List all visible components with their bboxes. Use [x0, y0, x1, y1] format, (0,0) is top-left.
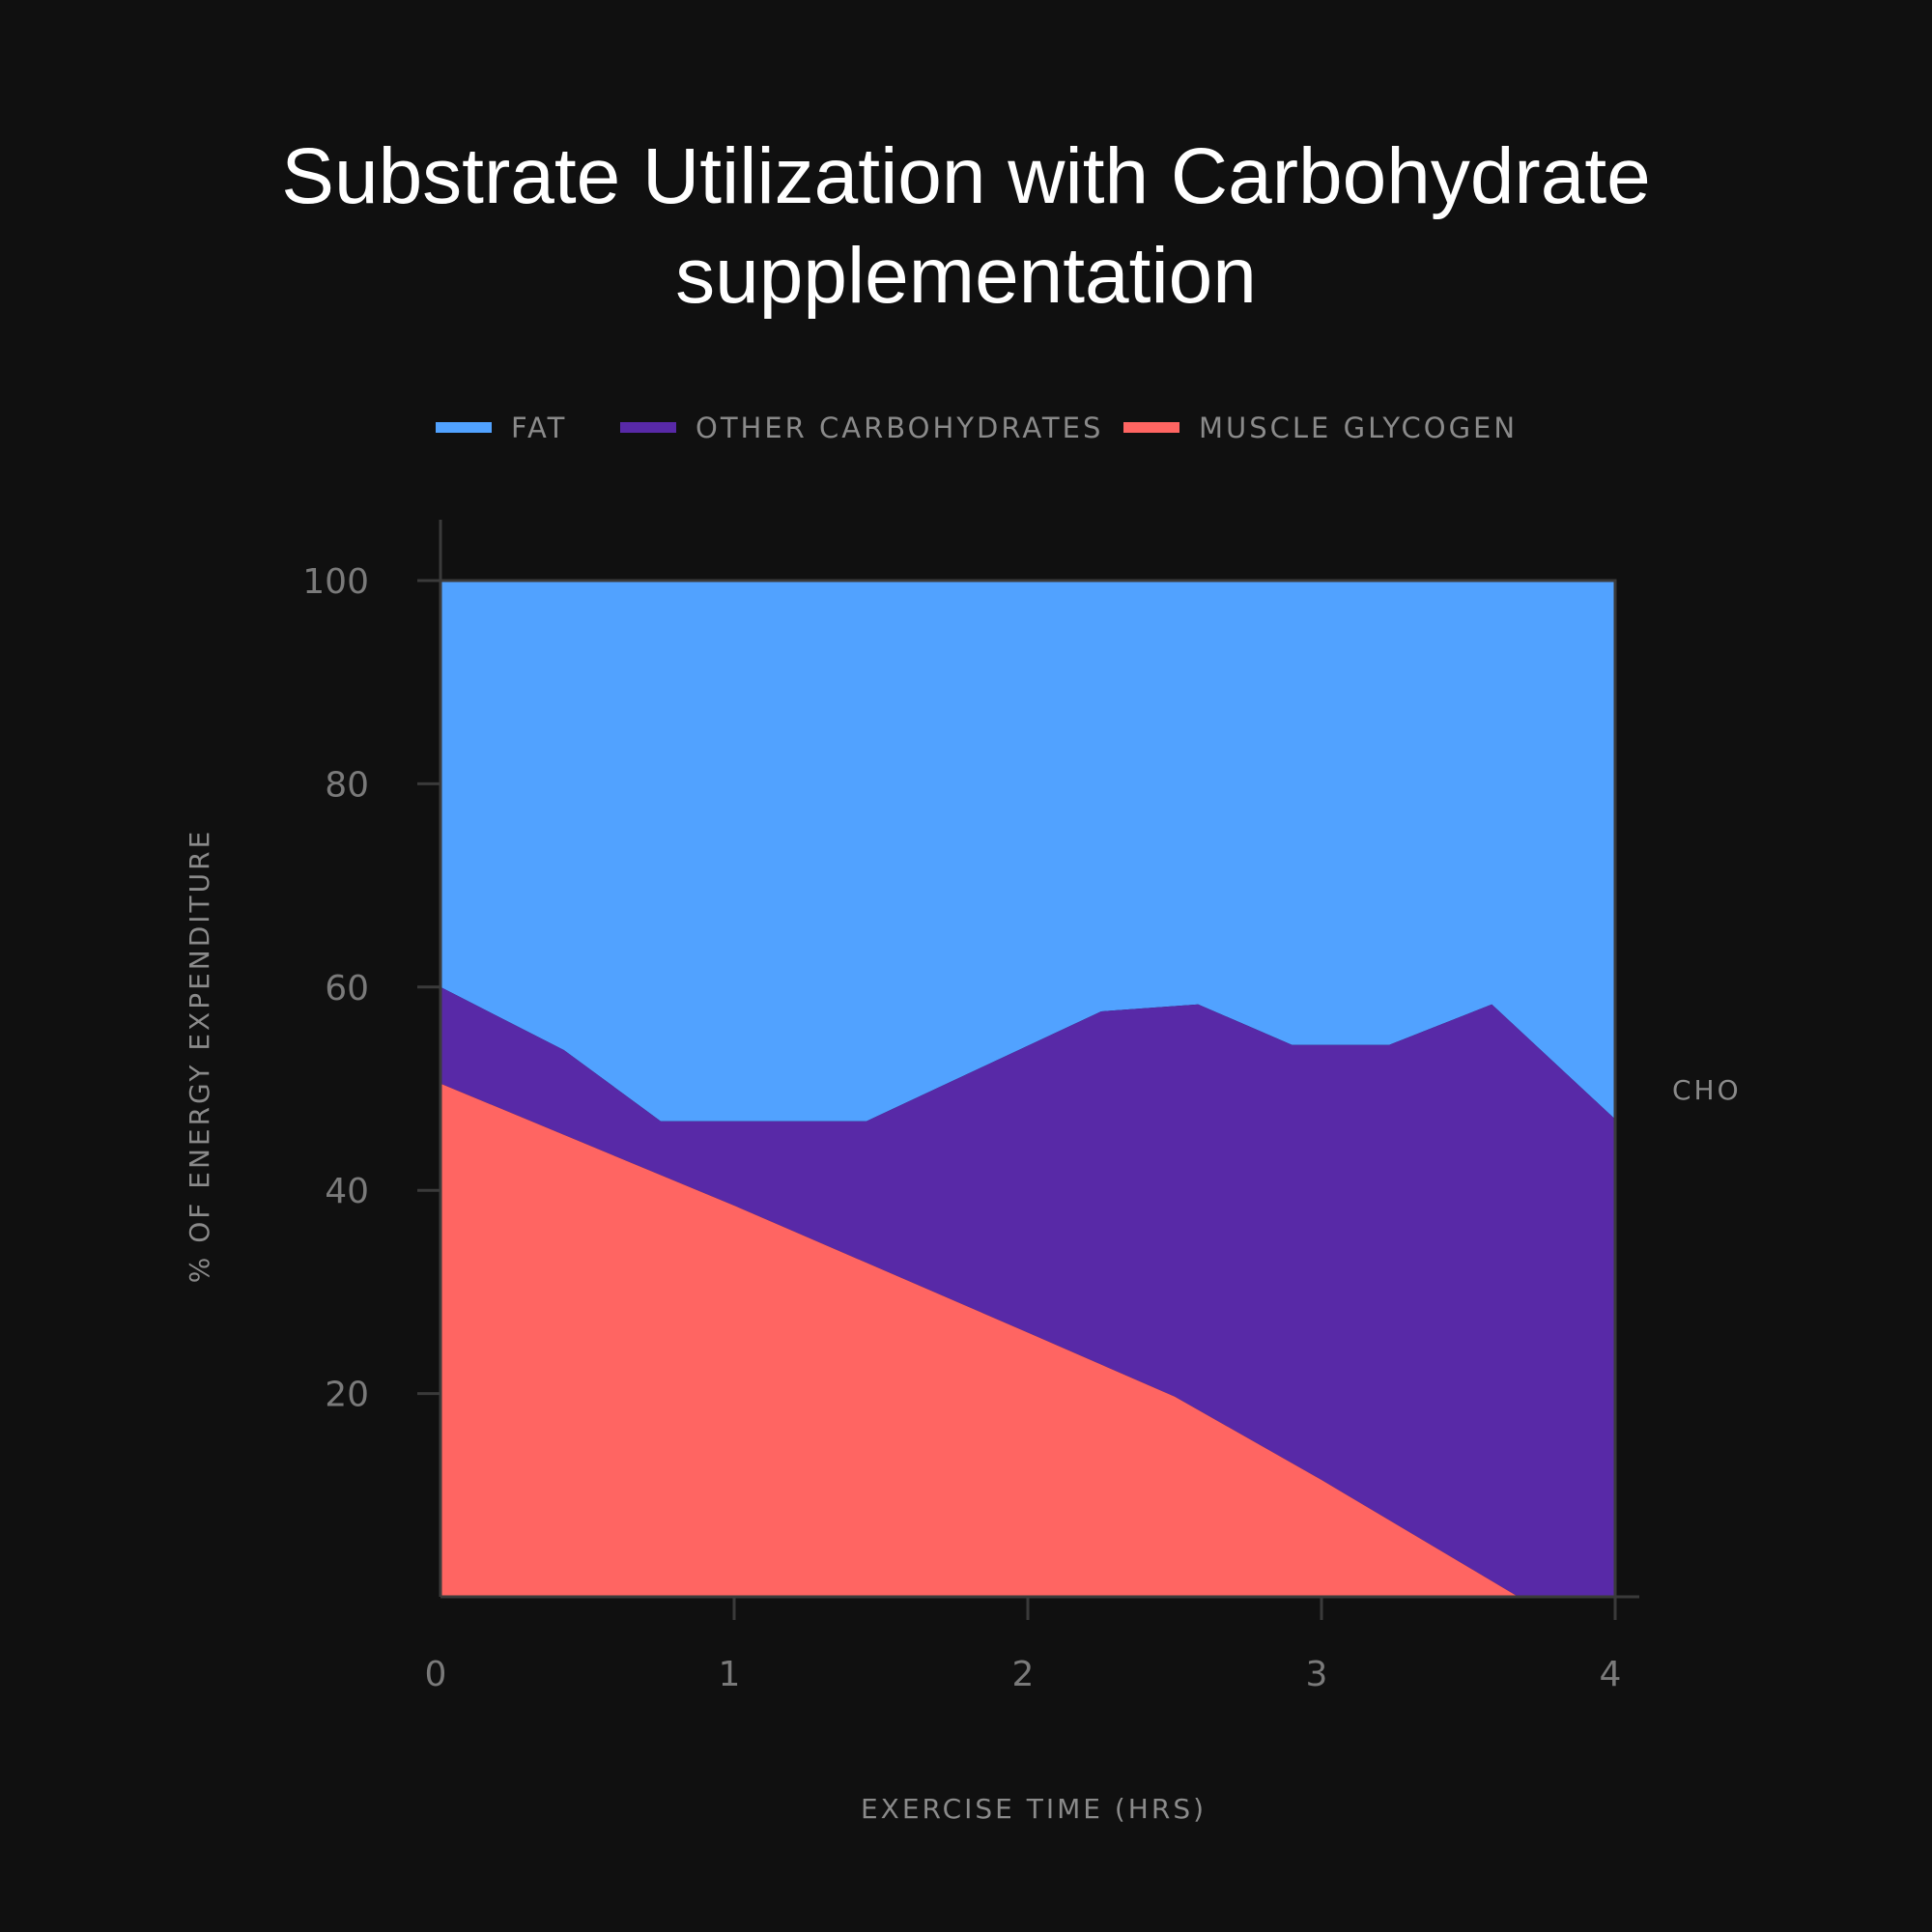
chart-title-line-2: supplementation — [675, 232, 1257, 320]
x-tick-label: 4 — [1600, 1655, 1622, 1694]
plot-areas — [440, 581, 1615, 1597]
legend-item: MUSCLE GLYCOGEN — [1123, 412, 1518, 444]
y-axis-title: % OF ENERGY EXPENDITURE — [184, 829, 215, 1284]
legend-swatch — [436, 422, 492, 433]
legend-label: MUSCLE GLYCOGEN — [1199, 412, 1518, 444]
chart-title-line-1: Substrate Utilization with Carbohydrate — [281, 132, 1650, 220]
legend-label: OTHER CARBOHYDRATES — [696, 412, 1103, 444]
x-tick-label: 3 — [1306, 1655, 1328, 1694]
x-axis-title: EXERCISE TIME (HRS) — [861, 1793, 1207, 1825]
legend: FAT OTHER CARBOHYDRATES MUSCLE GLYCOGEN — [436, 412, 1518, 444]
y-tick-label: 20 — [325, 1376, 369, 1415]
legend-item: OTHER CARBOHYDRATES — [620, 412, 1103, 444]
plot-frame — [440, 579, 1617, 1597]
area-muscle-glycogen — [440, 1083, 1615, 1597]
legend-item: FAT — [436, 412, 567, 444]
cho-label: CHO — [1672, 1074, 1742, 1106]
legend-swatch — [1123, 422, 1179, 433]
axes: 20 40 60 80 100 0 1 2 3 4 — [302, 520, 1639, 1694]
y-tick-label: 100 — [302, 562, 369, 602]
legend-label: FAT — [511, 412, 567, 444]
legend-swatch — [620, 422, 676, 433]
y-tick-label: 40 — [325, 1172, 369, 1211]
x-tick-label: 2 — [1012, 1655, 1035, 1694]
y-tick-label: 60 — [325, 969, 369, 1009]
area-other-carbohydrates — [440, 986, 1615, 1597]
x-tick-label: 1 — [719, 1655, 741, 1694]
area-fat — [440, 581, 1615, 1122]
x-tick-label: 0 — [425, 1655, 447, 1694]
y-tick-label: 80 — [325, 765, 369, 805]
